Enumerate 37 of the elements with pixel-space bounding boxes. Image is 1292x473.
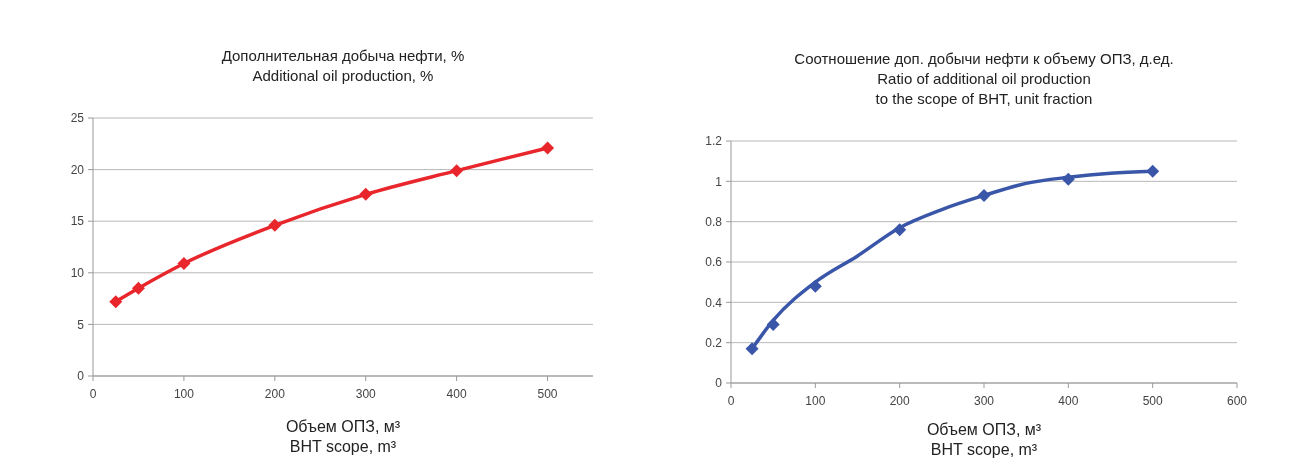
x-tick-label: 400 (1058, 394, 1079, 408)
x-axis-title: Объем ОПЗ, м³ BHT scope, m³ (926, 421, 1042, 458)
y-tick-label: 20 (70, 162, 85, 177)
chart-title: Соотношение доп. добычи нефти к объему ОПЗ, д.ед. Ratio of additional oil production to the scope of BHT, unit fraction (794, 50, 1174, 107)
y-tick-label: 1 (715, 174, 723, 189)
x-tick-label: 200 (264, 387, 286, 401)
point (359, 187, 373, 201)
y-tick-label: 0.2 (705, 335, 723, 350)
x-tick-label: 400 (446, 387, 467, 401)
x-tick-label: 500 (1142, 394, 1163, 408)
y-tick-label: 0 (715, 376, 723, 391)
x-tick-label: 300 (355, 387, 377, 401)
y-tick-label: 0.8 (705, 214, 723, 229)
y-tick-label: 10 (70, 266, 85, 280)
y-tick-label: 0 (77, 369, 85, 384)
x-tick-label: 100 (805, 394, 826, 408)
point (450, 164, 464, 178)
y-tick-label: 0.6 (705, 255, 723, 270)
x-tick-label: 0 (89, 387, 97, 401)
x-axis-title: Объем ОПЗ, м³ BHT scope, m³ (285, 418, 401, 455)
x-tick-label: 100 (173, 387, 195, 401)
y-tick-label: 1.2 (705, 134, 723, 149)
y-tick-label: 25 (70, 111, 85, 126)
point (131, 281, 145, 295)
point (109, 295, 123, 309)
x-tick-label: 300 (973, 394, 995, 408)
x-tick-label: 600 (1226, 394, 1248, 408)
y-tick-label: 5 (77, 317, 85, 332)
point (177, 257, 191, 271)
chart-title: Дополнительная добыча нефти, % Additional oil production, % (221, 47, 465, 84)
x-tick-label: 500 (537, 387, 558, 401)
x-tick-label: 200 (889, 394, 910, 408)
point (541, 141, 555, 155)
y-tick-label: 0.4 (705, 295, 723, 310)
point (268, 218, 282, 232)
x-tick-label: 0 (727, 394, 735, 408)
y-tick-label: 15 (70, 214, 85, 229)
